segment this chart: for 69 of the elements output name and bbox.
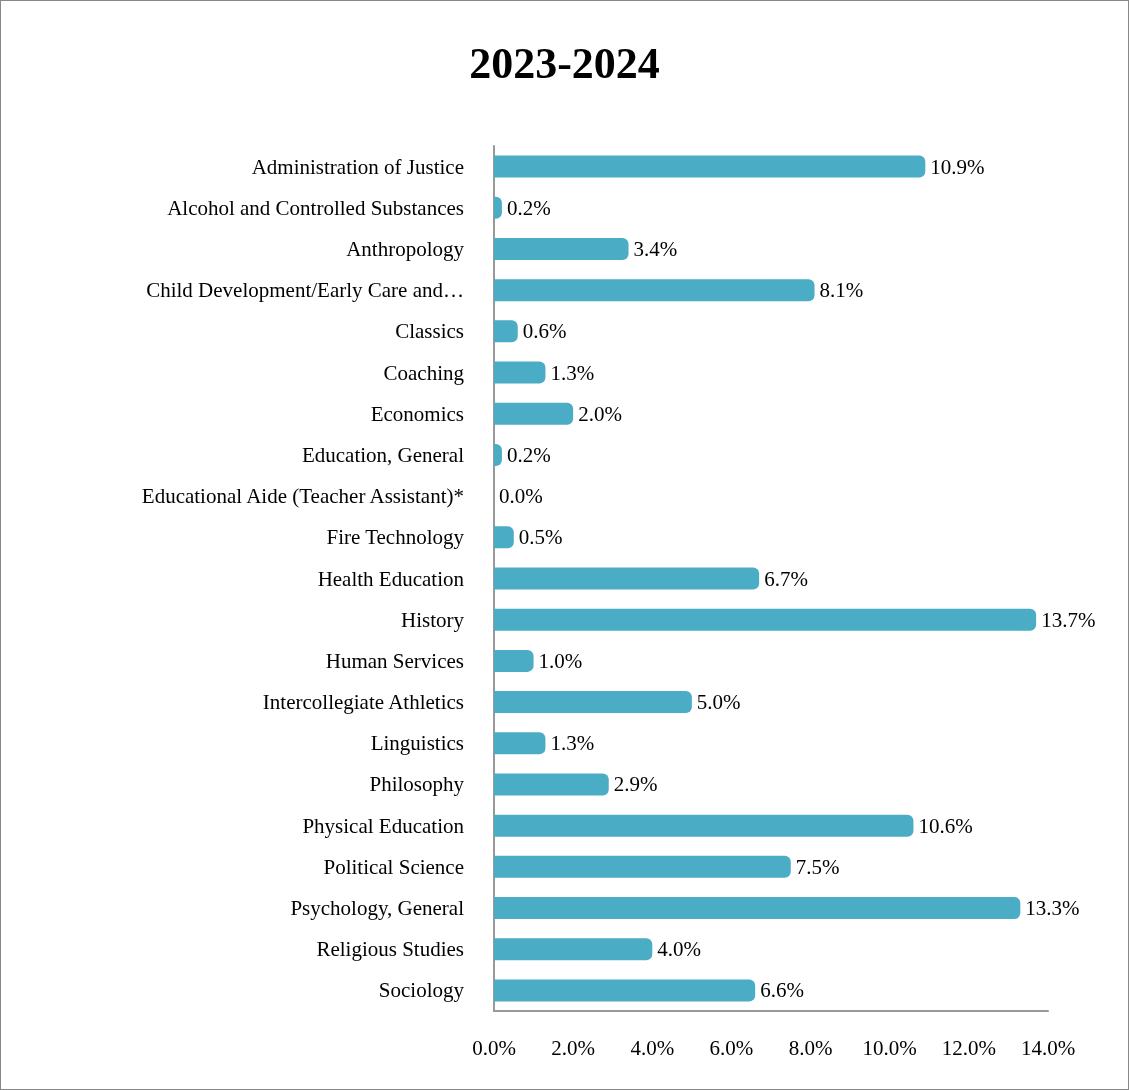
data-label: 8.1% xyxy=(819,278,864,303)
bar xyxy=(494,279,815,302)
y-tick-label: Child Development/Early Care and… xyxy=(146,278,464,303)
bar xyxy=(494,402,574,425)
x-tick-label: 4.0% xyxy=(630,1035,675,1060)
data-label: 0.0% xyxy=(499,484,543,509)
x-tick-label: 8.0% xyxy=(788,1035,833,1060)
y-tick-label: Human Services xyxy=(325,648,464,673)
y-tick-label: Political Science xyxy=(323,854,464,879)
bar xyxy=(494,320,518,343)
y-tick-label: Classics xyxy=(395,319,464,344)
bar xyxy=(494,361,546,384)
bar xyxy=(494,897,1021,920)
data-label: 0.2% xyxy=(506,442,551,467)
data-label: 3.4% xyxy=(633,236,678,261)
y-tick-label: Educational Aide (Teacher Assistant)* xyxy=(141,484,464,509)
x-tick-label: 10.0% xyxy=(862,1035,917,1060)
y-tick-label: Anthropology xyxy=(346,236,465,261)
y-tick-label: Fire Technology xyxy=(326,525,465,550)
data-label: 7.5% xyxy=(795,854,840,879)
y-tick-label: Philosophy xyxy=(369,772,465,797)
bar xyxy=(494,814,914,837)
data-label: 0.2% xyxy=(506,195,551,220)
bar xyxy=(494,237,629,260)
bar xyxy=(494,155,926,178)
data-label: 2.0% xyxy=(578,401,622,426)
bar xyxy=(494,979,756,1002)
x-tick-label: 0.0% xyxy=(472,1035,516,1060)
data-label: 6.7% xyxy=(764,566,808,591)
bar xyxy=(494,855,791,878)
y-tick-label: Linguistics xyxy=(370,731,464,756)
data-label: 5.0% xyxy=(696,690,741,715)
data-label: 4.0% xyxy=(657,937,702,962)
data-label: 13.7% xyxy=(1041,607,1096,632)
data-label: 10.6% xyxy=(918,813,973,838)
y-tick-label: Physical Education xyxy=(302,813,465,838)
y-tick-label: Economics xyxy=(370,401,464,426)
data-label: 1.0% xyxy=(538,648,583,673)
bar xyxy=(494,649,534,672)
bar xyxy=(494,732,546,755)
data-label: 2.9% xyxy=(613,772,658,797)
y-tick-label: Religious Studies xyxy=(316,937,464,962)
y-tick-label: Health Education xyxy=(317,566,465,591)
y-tick-label: Alcohol and Controlled Substances xyxy=(167,195,464,220)
data-label: 6.6% xyxy=(760,978,804,1003)
y-tick-label: Psychology, General xyxy=(290,896,465,921)
data-label: 1.3% xyxy=(550,360,595,385)
bar xyxy=(494,526,514,549)
x-tick-label: 12.0% xyxy=(941,1035,996,1060)
y-tick-label: Intercollegiate Athletics xyxy=(262,690,464,715)
y-tick-label: History xyxy=(401,607,465,632)
y-tick-label: Coaching xyxy=(383,360,465,385)
data-label: 1.3% xyxy=(550,731,595,756)
bar xyxy=(494,608,1037,631)
x-tick-label: 14.0% xyxy=(1020,1035,1076,1060)
x-tick-label: 6.0% xyxy=(709,1035,754,1060)
chart-title: 2023-2024 xyxy=(469,38,660,88)
bar xyxy=(494,691,692,714)
x-tick-label: 2.0% xyxy=(551,1035,596,1060)
data-label: 13.3% xyxy=(1025,896,1080,921)
bar xyxy=(494,773,609,796)
bar xyxy=(494,567,760,590)
y-tick-label: Education, General xyxy=(301,442,465,467)
data-label: 0.5% xyxy=(518,525,563,550)
y-tick-label: Sociology xyxy=(378,978,465,1003)
y-tick-label: Administration of Justice xyxy=(251,154,464,179)
data-label: 10.9% xyxy=(930,154,985,179)
bar xyxy=(494,938,653,961)
data-label: 0.6% xyxy=(522,319,567,344)
